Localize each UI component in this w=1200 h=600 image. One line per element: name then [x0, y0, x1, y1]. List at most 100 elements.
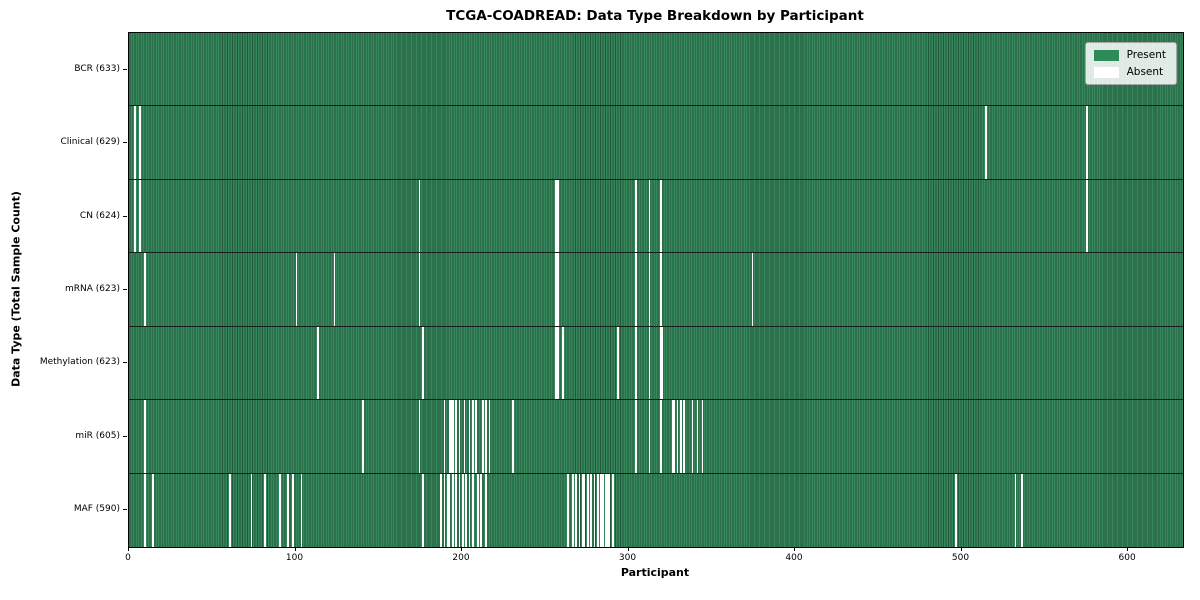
absent-marker — [463, 400, 466, 473]
absent-marker — [561, 326, 564, 400]
absent-marker — [660, 326, 662, 400]
absent-marker — [593, 473, 596, 547]
absent-marker — [485, 400, 487, 473]
absent-marker — [333, 253, 336, 326]
y-tick-mark — [123, 362, 127, 364]
absent-marker — [422, 473, 424, 547]
absent-marker — [278, 473, 281, 547]
x-axis-label: Participant — [620, 566, 690, 579]
heatmap-row-mrna — [129, 253, 1183, 327]
absent-marker — [635, 179, 637, 253]
absent-marker — [701, 400, 704, 473]
absent-marker — [418, 400, 421, 473]
legend-item-present: Present — [1093, 49, 1166, 61]
absent-marker — [556, 326, 559, 400]
absent-marker — [292, 473, 294, 547]
y-tick-mark — [123, 289, 127, 290]
absent-marker — [455, 473, 458, 547]
legend-label-absent: Absent — [1126, 66, 1164, 78]
x-tick-label-600: 600 — [1118, 553, 1136, 563]
heatmap-row-clinical — [129, 106, 1183, 180]
x-tick-label-0: 0 — [125, 553, 131, 563]
absent-marker — [485, 473, 487, 547]
absent-marker — [134, 179, 136, 253]
absent-marker — [635, 326, 637, 400]
x-tick-label-200: 200 — [452, 553, 470, 563]
absent-marker — [455, 400, 458, 473]
heatmap-row-methylation — [129, 326, 1183, 401]
y-tick-mark — [123, 509, 127, 511]
x-tick-mark — [794, 547, 795, 552]
absent-marker — [468, 400, 471, 473]
absent-marker — [605, 473, 607, 547]
absent-marker — [362, 400, 364, 473]
absent-marker — [661, 326, 664, 400]
absent-marker — [696, 400, 699, 473]
y-tick-mark — [123, 215, 127, 217]
heatmap-row-cn — [129, 179, 1183, 254]
y-tick-mark — [123, 68, 127, 70]
heatmap-row-maf — [129, 473, 1183, 547]
absent-marker — [555, 179, 557, 253]
absent-marker — [635, 400, 637, 473]
x-tick-label-400: 400 — [785, 553, 803, 563]
absent-marker — [511, 400, 514, 473]
absent-marker — [418, 179, 421, 253]
absent-marker — [418, 253, 421, 326]
absent-marker — [452, 473, 454, 547]
y-tick-label-bcr: BCR (633) — [74, 63, 120, 74]
x-tick-mark — [128, 547, 129, 552]
absent-marker — [676, 400, 679, 473]
absent-marker — [1014, 473, 1017, 547]
plot-area: Present Absent — [128, 32, 1184, 548]
legend-item-absent: Absent — [1093, 66, 1166, 78]
x-tick-label-100: 100 — [285, 553, 304, 563]
x-tick-label-500: 500 — [951, 553, 970, 563]
absent-marker — [571, 473, 574, 547]
absent-marker — [475, 400, 477, 473]
y-tick-mark — [123, 435, 127, 437]
absent-marker — [443, 473, 446, 547]
absent-marker — [458, 473, 461, 547]
y-tick-label-maf: MAF (590) — [73, 504, 120, 515]
legend: Present Absent — [1084, 42, 1177, 85]
absent-marker — [691, 400, 694, 473]
chart-title: TCGA-COADREAD: Data Type Breakdown by Pa… — [446, 8, 864, 24]
absent-marker — [488, 400, 491, 473]
absent-marker — [482, 400, 484, 473]
absent-marker — [472, 400, 474, 473]
absent-marker — [228, 473, 231, 547]
absent-marker — [440, 473, 443, 547]
absent-marker — [480, 473, 482, 547]
x-tick-mark — [294, 547, 296, 552]
absent-marker — [606, 473, 609, 547]
absent-marker — [648, 179, 651, 253]
x-tick-mark — [461, 547, 462, 552]
absent-marker — [462, 473, 464, 547]
absent-marker — [660, 179, 662, 253]
absent-marker — [683, 400, 686, 473]
absent-marker — [673, 400, 676, 473]
absent-marker — [143, 253, 146, 326]
y-tick-label-mir: miR (605) — [75, 430, 120, 441]
absent-marker — [556, 253, 559, 326]
legend-swatch-present — [1093, 49, 1119, 61]
x-tick-label-300: 300 — [618, 553, 637, 563]
legend-swatch-absent — [1093, 66, 1119, 78]
absent-marker — [596, 473, 599, 547]
absent-marker — [581, 473, 584, 547]
absent-marker — [450, 400, 453, 473]
absent-marker — [575, 473, 577, 547]
absent-marker — [751, 253, 754, 326]
absent-marker — [586, 473, 589, 547]
absent-marker — [143, 400, 146, 473]
absent-marker — [635, 253, 637, 326]
absent-marker — [671, 400, 674, 473]
absent-marker — [660, 253, 662, 326]
absent-marker — [583, 473, 586, 547]
absent-marker — [134, 106, 136, 179]
heatmap-row-bcr — [129, 33, 1183, 107]
absent-marker — [555, 253, 557, 326]
absent-marker — [317, 326, 319, 400]
